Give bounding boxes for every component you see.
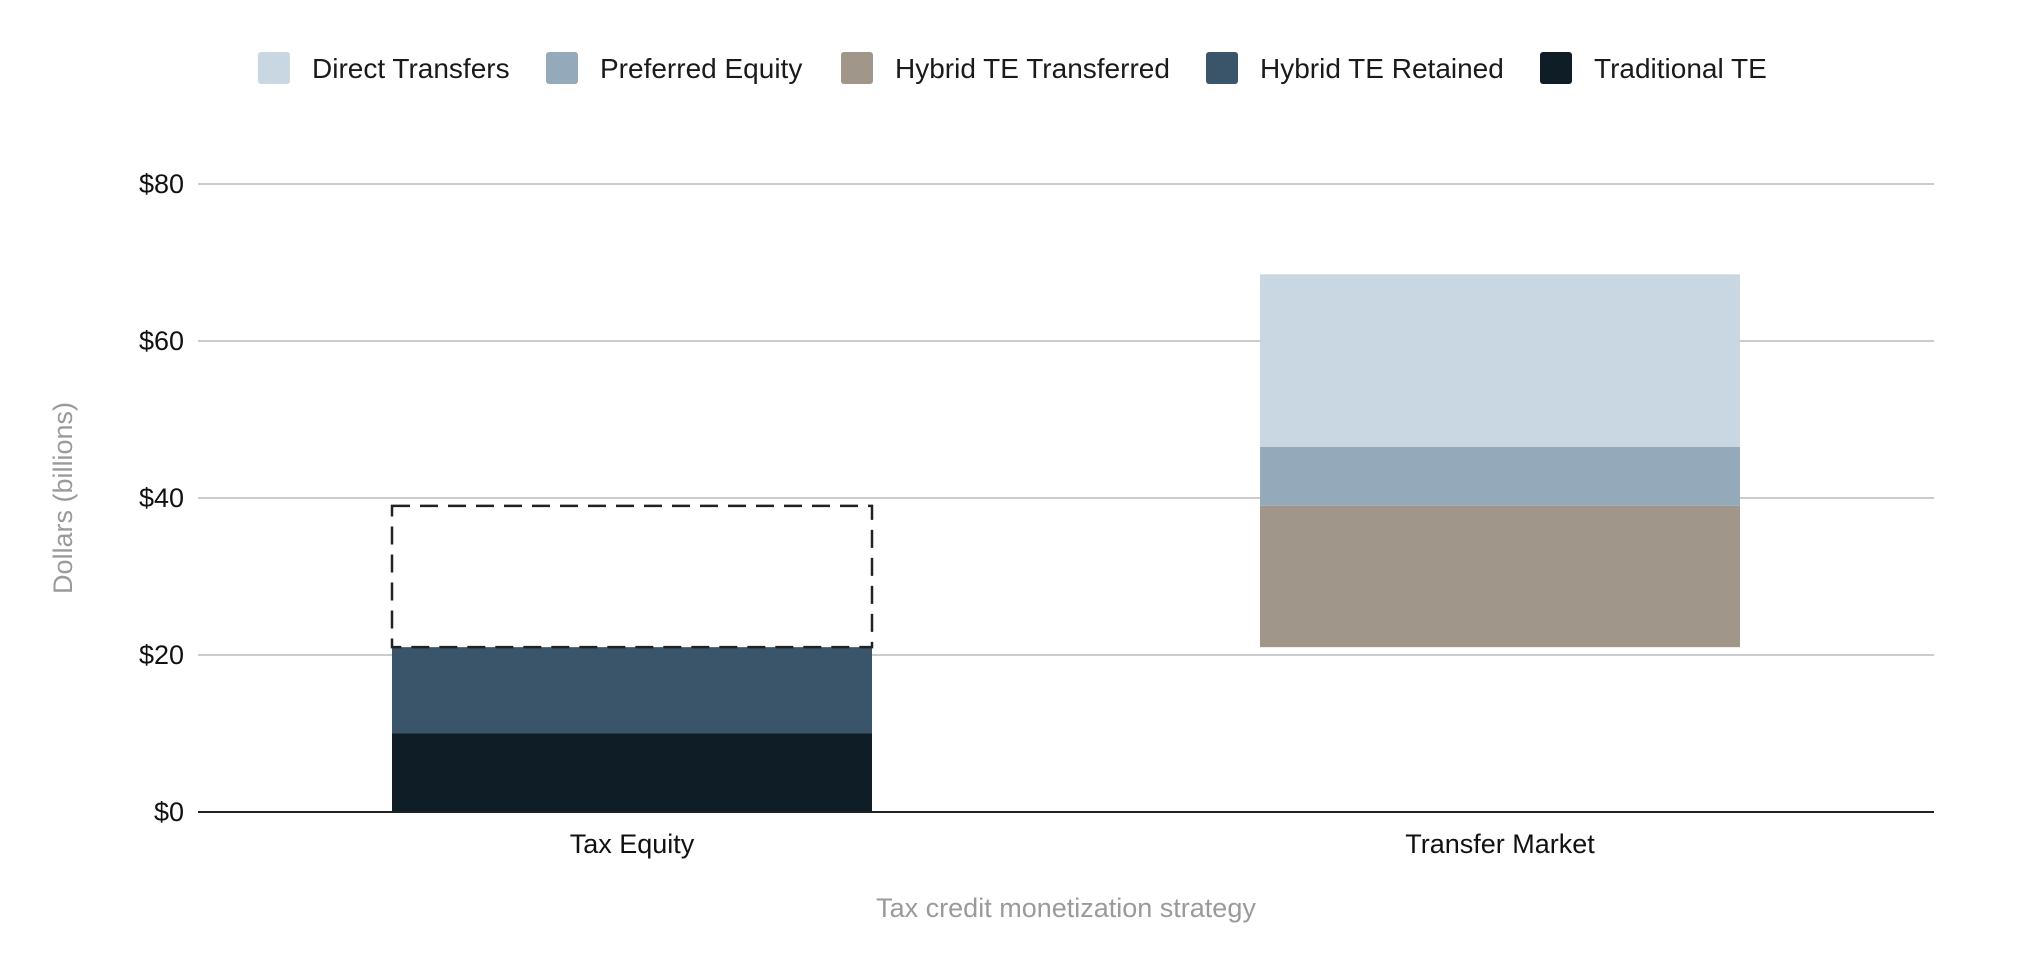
bar-direct-transfers-transfer-market bbox=[1260, 274, 1740, 447]
legend-label-hybrid-te-retained: Hybrid TE Retained bbox=[1260, 53, 1504, 84]
legend-label-preferred-equity: Preferred Equity bbox=[600, 53, 802, 84]
legend-label-hybrid-te-transferred: Hybrid TE Transferred bbox=[895, 53, 1170, 84]
y-tick-label: $80 bbox=[139, 169, 184, 199]
legend-label-traditional-te: Traditional TE bbox=[1594, 53, 1767, 84]
legend-swatch-hybrid-te-retained bbox=[1206, 52, 1238, 84]
dashed-outline-annotation bbox=[390, 504, 874, 649]
legend-swatch-direct-transfers bbox=[258, 52, 290, 84]
legend-swatch-hybrid-te-transferred bbox=[841, 52, 873, 84]
legend-label-direct-transfers: Direct Transfers bbox=[312, 53, 510, 84]
x-tick-label: Tax Equity bbox=[570, 829, 695, 859]
y-axis-title: Dollars (billions) bbox=[48, 402, 78, 594]
legend: Direct Transfers Preferred Equity Hybrid T… bbox=[258, 52, 1767, 84]
bar-hybrid-te-retained-tax-equity bbox=[392, 647, 872, 734]
y-tick-label: $0 bbox=[154, 797, 184, 827]
annotations bbox=[390, 504, 874, 649]
y-tick-label: $20 bbox=[139, 640, 184, 670]
bar-hybrid-te-transferred-transfer-market bbox=[1260, 505, 1740, 648]
x-axis-title: Tax credit monetization strategy bbox=[876, 893, 1256, 923]
bar-traditional-te-tax-equity bbox=[392, 733, 872, 812]
y-tick-label: $40 bbox=[139, 483, 184, 513]
x-tick-label: Transfer Market bbox=[1405, 829, 1595, 859]
bars bbox=[392, 274, 1740, 812]
y-tick-label: $60 bbox=[139, 326, 184, 356]
bar-preferred-equity-transfer-market bbox=[1260, 446, 1740, 506]
legend-swatch-traditional-te bbox=[1540, 52, 1572, 84]
legend-swatch-preferred-equity bbox=[546, 52, 578, 84]
axes: $0 $20 $40 $60 $80 Tax Equity Transfer Market bbox=[139, 169, 1934, 859]
